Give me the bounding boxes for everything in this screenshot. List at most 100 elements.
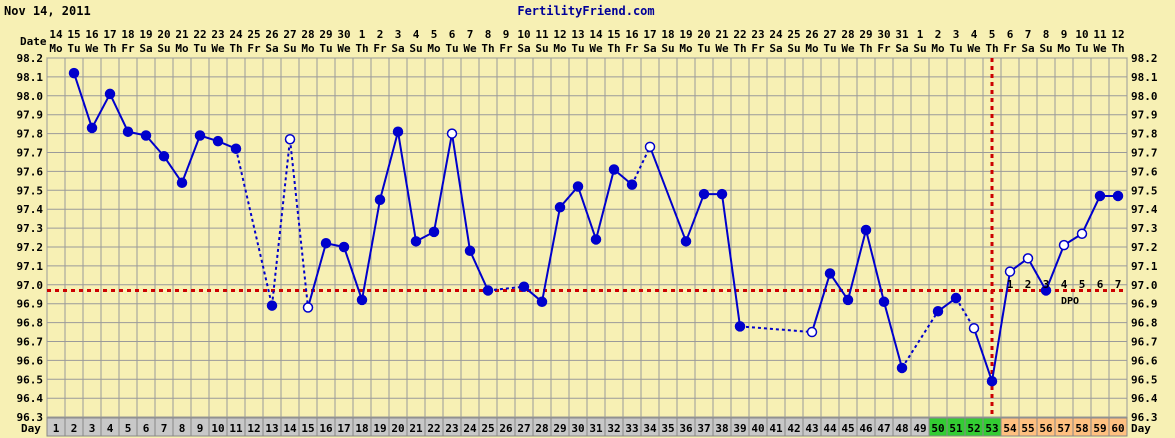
temp-point: [536, 296, 548, 308]
date-label: 3: [395, 28, 402, 41]
y-tick-label: 97.8: [1131, 128, 1158, 141]
date-label: 19: [139, 28, 152, 41]
y-tick-label: 98.0: [1131, 90, 1158, 103]
y-tick-label: 97.4: [1131, 203, 1158, 216]
weekday-label: Tu: [949, 42, 962, 55]
weekday-label: Fr: [499, 42, 513, 55]
day-label: 33: [625, 422, 638, 435]
day-label: 19: [373, 422, 386, 435]
temp-line-segment: [289, 139, 309, 308]
weekday-label: Sa: [265, 42, 278, 55]
temp-line-segment: [361, 199, 381, 301]
temp-point: [680, 236, 692, 247]
weekday-label: Th: [859, 42, 872, 55]
temp-line-segment: [595, 169, 615, 240]
day-label: 18: [355, 422, 368, 435]
temp-point: [626, 179, 638, 190]
temp-line-segment: [865, 229, 885, 303]
site-name[interactable]: FertilityFriend.com: [517, 4, 654, 18]
weekday-label: Fr: [877, 42, 891, 55]
date-label: 11: [535, 28, 549, 41]
y-tick-label: 96.7: [17, 336, 44, 349]
weekday-label: Tu: [1075, 42, 1088, 55]
date-label: 6: [449, 28, 456, 41]
temp-point: [356, 294, 368, 306]
dpo-number: 2: [1025, 278, 1032, 291]
date-label: 14: [49, 28, 63, 41]
weekday-label: Mo: [301, 42, 315, 55]
date-label: 11: [1093, 28, 1107, 41]
grid: [46, 57, 1128, 418]
temp-point: [194, 130, 206, 141]
day-label: 5: [125, 422, 132, 435]
temp-point-open: [446, 128, 458, 139]
weekday-label: Su: [283, 42, 296, 55]
date-label: 9: [503, 28, 510, 41]
day-label: 45: [841, 422, 854, 435]
day-label: 29: [553, 422, 566, 435]
date-label: 20: [157, 28, 170, 41]
date-label: 8: [1043, 28, 1050, 41]
temp-line-segment: [541, 207, 561, 302]
temp-point-open: [806, 326, 818, 338]
day-label: 57: [1057, 422, 1070, 435]
day-label: 39: [733, 422, 746, 435]
day-label: 21: [409, 422, 423, 435]
day-label: 54: [1003, 422, 1017, 435]
day-label: 11: [229, 422, 243, 435]
y-tick-label: 96.4: [17, 392, 44, 405]
temperature-series: [73, 72, 1118, 382]
weekday-label: Su: [661, 42, 674, 55]
temp-line-segment: [721, 193, 741, 327]
date-label: 21: [715, 28, 729, 41]
day-label: 59: [1093, 422, 1106, 435]
temp-line-segment: [469, 250, 489, 291]
temp-point: [392, 126, 404, 137]
date-label: 20: [697, 28, 710, 41]
weekday-label: Th: [607, 42, 620, 55]
y-tick-label: 97.6: [1131, 165, 1158, 178]
day-label: 14: [283, 422, 297, 435]
weekday-label: Su: [409, 42, 422, 55]
temp-point: [518, 281, 530, 292]
temp-point: [158, 151, 170, 162]
weekday-label: We: [841, 42, 855, 55]
weekday-label: Th: [103, 42, 116, 55]
temp-line-segment: [577, 186, 597, 240]
date-label: 7: [467, 28, 474, 41]
date-label: 24: [769, 28, 783, 41]
temp-line-segment: [73, 72, 93, 129]
date-label: 21: [175, 28, 189, 41]
date-label: 18: [121, 28, 134, 41]
temp-line-segment: [379, 131, 399, 201]
temp-line-segment: [847, 229, 867, 301]
temp-point: [896, 362, 908, 374]
temp-point: [410, 236, 422, 247]
date-label: 4: [413, 28, 420, 41]
day-label: 37: [697, 422, 710, 435]
dpo-number: 4: [1061, 278, 1068, 291]
date-label: 12: [553, 28, 566, 41]
temp-point: [482, 285, 494, 296]
date-label: 5: [989, 28, 996, 41]
y-tick-label: 96.8: [1131, 317, 1158, 330]
day-label: 60: [1111, 422, 1124, 435]
day-label: 20: [391, 422, 404, 435]
date-label: 28: [301, 28, 314, 41]
temp-point: [1040, 285, 1052, 296]
temp-line-segment: [1027, 257, 1047, 291]
y-tick-label: 98.1: [17, 71, 44, 84]
day-label: 12: [247, 422, 260, 435]
y-tick-label: 97.0: [17, 279, 44, 292]
weekday-label: Tu: [319, 42, 332, 55]
y-tick-label: 97.8: [17, 128, 44, 141]
date-label: 17: [643, 28, 656, 41]
weekday-label: Fr: [373, 42, 387, 55]
temp-point: [878, 296, 890, 308]
temp-point: [122, 126, 134, 137]
y-tick-label: 96.7: [1131, 336, 1158, 349]
date-label: 12: [1111, 28, 1124, 41]
weekday-label: Mo: [553, 42, 567, 55]
date-label: 25: [787, 28, 800, 41]
dpo-label: DPO: [1061, 296, 1079, 307]
